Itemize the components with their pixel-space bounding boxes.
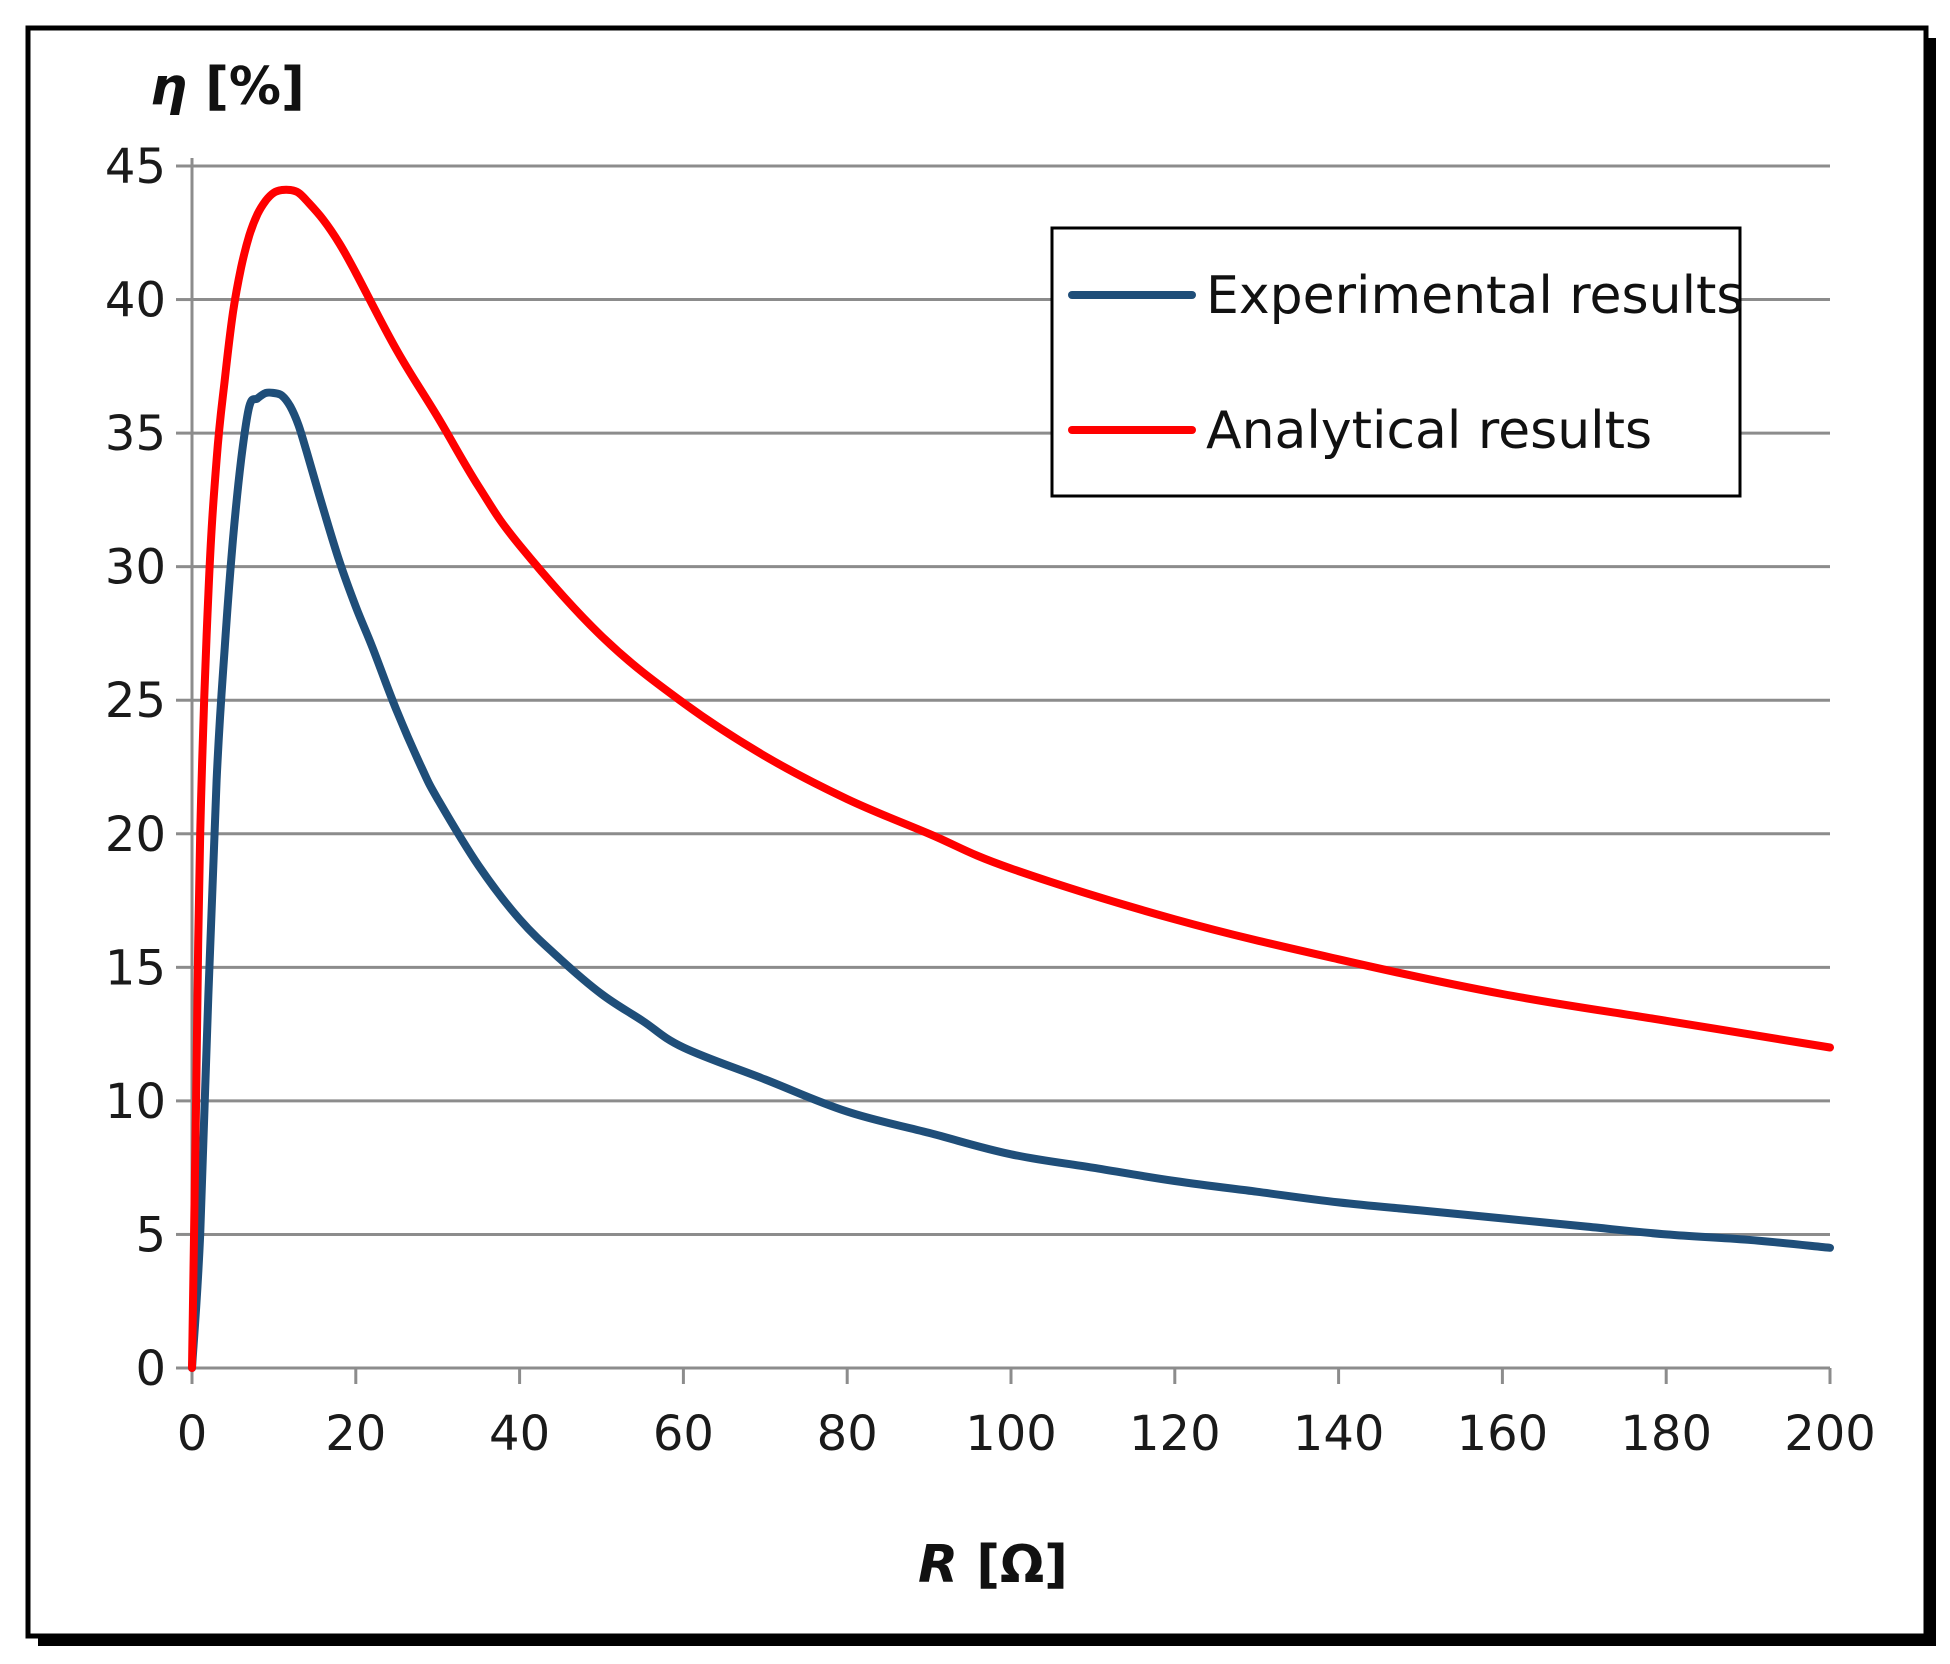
series-line-analytical	[188, 185, 1834, 1372]
ytick-label-25: 25	[105, 673, 166, 729]
xtick-label-200: 200	[1784, 1406, 1876, 1462]
xtick-label-100: 100	[965, 1406, 1057, 1462]
legend-label-analytical: Analytical results	[1206, 401, 1652, 461]
xtick-label-140: 140	[1293, 1406, 1385, 1462]
series-line-experimental	[188, 388, 1834, 1372]
ytick-label-20: 20	[105, 807, 166, 863]
grid-lines	[192, 164, 1830, 1236]
ytick-label-0: 0	[135, 1341, 166, 1397]
x-axis-symbol: R	[918, 1535, 958, 1595]
y-axis-unit: [%]	[187, 57, 305, 117]
xtick-label-60: 60	[653, 1406, 714, 1462]
ytick-label-40: 40	[105, 273, 166, 329]
ytick-label-10: 10	[105, 1074, 166, 1130]
y-tick-labels: 0 5 10 15 20 25 30 35 40 45	[105, 139, 166, 1397]
xtick-label-160: 160	[1457, 1406, 1549, 1462]
xtick-label-80: 80	[817, 1406, 878, 1462]
xtick-label-120: 120	[1129, 1406, 1221, 1462]
ytick-label-15: 15	[105, 940, 166, 996]
xtick-label-40: 40	[489, 1406, 550, 1462]
xtick-label-180: 180	[1620, 1406, 1712, 1462]
xtick-label-0: 0	[177, 1406, 208, 1462]
y-axis-title: η [%]	[150, 57, 305, 117]
x-axis-unit: [Ω]	[958, 1535, 1068, 1595]
ytick-label-45: 45	[105, 139, 166, 195]
legend-box	[1050, 226, 1742, 498]
xtick-label-20: 20	[325, 1406, 386, 1462]
legend: Experimental results Analytical results	[1050, 226, 1744, 498]
legend-label-experimental: Experimental results	[1206, 266, 1744, 326]
ytick-label-5: 5	[135, 1207, 166, 1263]
series-lines	[188, 185, 1834, 1372]
y-axis-symbol: η	[150, 57, 187, 117]
x-axis-title: R [Ω]	[918, 1535, 1068, 1595]
x-tick-labels: 0 20 40 60 80 100 120 140 160 180 200	[177, 1406, 1876, 1462]
ytick-label-30: 30	[105, 540, 166, 596]
ytick-label-35: 35	[105, 406, 166, 462]
